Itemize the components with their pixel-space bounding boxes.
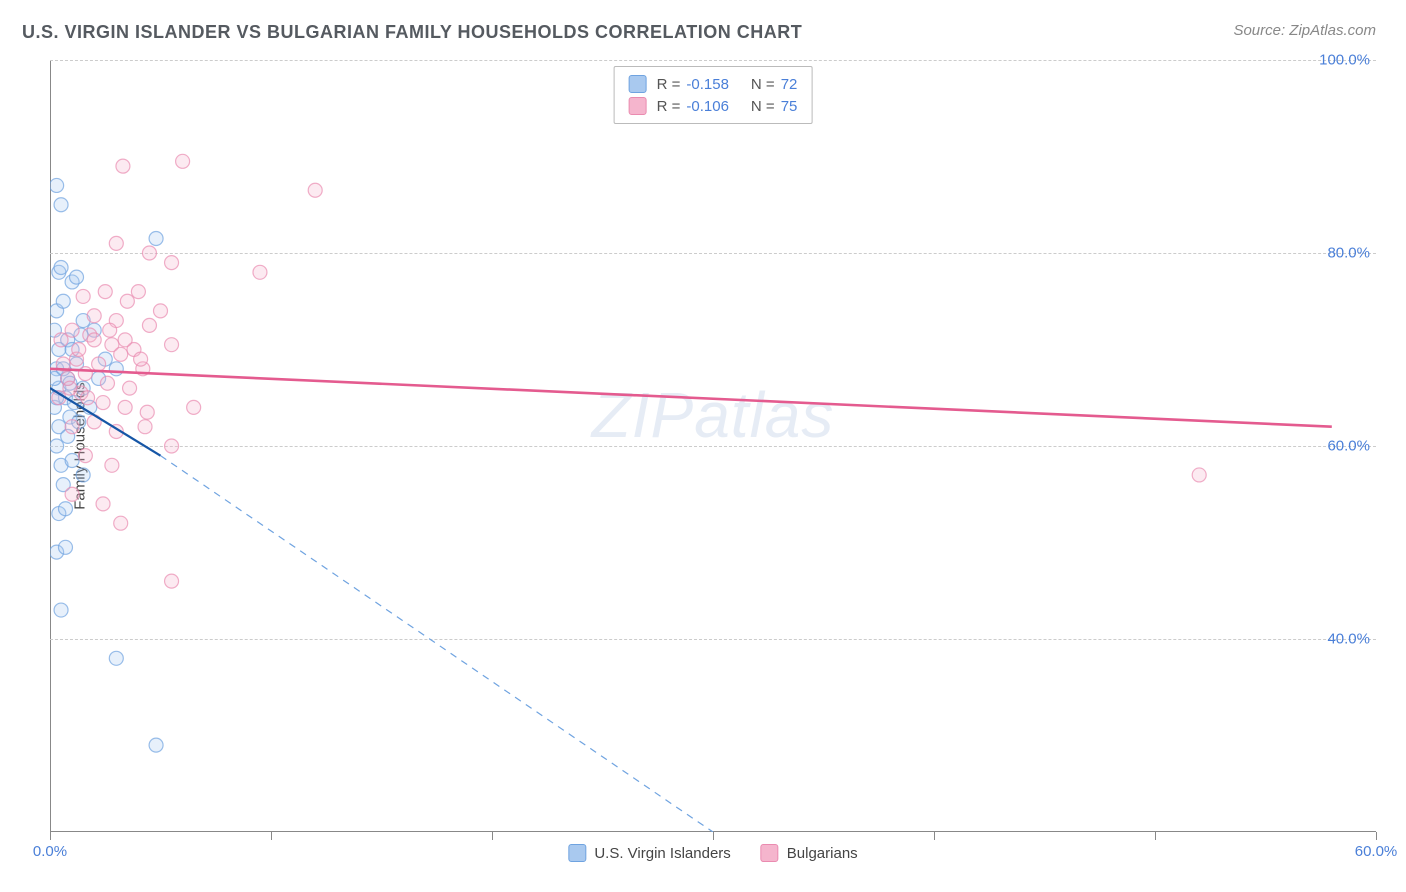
data-point-bulg — [308, 183, 322, 197]
data-point-bulg — [140, 405, 154, 419]
data-point-bulg — [187, 400, 201, 414]
r-label: R = — [657, 76, 681, 93]
data-point-bulg — [134, 352, 148, 366]
data-point-usvi — [65, 453, 79, 467]
data-point-bulg — [98, 285, 112, 299]
data-point-bulg — [165, 256, 179, 270]
legend-item-bulg: Bulgarians — [761, 844, 858, 862]
data-point-bulg — [142, 318, 156, 332]
x-tick-mark — [271, 832, 272, 840]
data-point-bulg — [72, 343, 86, 357]
data-point-bulg — [118, 333, 132, 347]
data-point-bulg — [123, 381, 137, 395]
data-point-bulg — [65, 323, 79, 337]
data-point-usvi — [149, 232, 163, 246]
data-point-usvi — [149, 738, 163, 752]
data-point-bulg — [92, 357, 106, 371]
data-point-usvi — [58, 540, 72, 554]
data-point-bulg — [118, 400, 132, 414]
n-label: N = — [751, 76, 775, 93]
data-point-bulg — [165, 439, 179, 453]
data-point-bulg — [76, 289, 90, 303]
x-tick-label: 60.0% — [1355, 843, 1398, 860]
legend-label-usvi: U.S. Virgin Islanders — [594, 845, 730, 862]
data-point-bulg — [131, 285, 145, 299]
data-point-usvi — [50, 178, 64, 192]
trend-line-bulg — [50, 369, 1332, 427]
data-point-bulg — [114, 516, 128, 530]
correlation-row-bulg: R = -0.106 N = 75 — [629, 95, 798, 117]
data-point-bulg — [103, 323, 117, 337]
x-tick-mark — [713, 832, 714, 840]
data-point-usvi — [58, 502, 72, 516]
r-value-usvi: -0.158 — [686, 76, 729, 93]
n-value-usvi: 72 — [781, 76, 798, 93]
data-point-bulg — [154, 304, 168, 318]
correlation-legend: R = -0.158 N = 72 R = -0.106 N = 75 — [614, 66, 813, 124]
data-point-bulg — [165, 338, 179, 352]
swatch-usvi — [629, 75, 647, 93]
data-point-bulg — [109, 236, 123, 250]
data-point-usvi — [109, 651, 123, 665]
data-point-usvi — [56, 294, 70, 308]
r-value-bulg: -0.106 — [686, 98, 729, 115]
correlation-row-usvi: R = -0.158 N = 72 — [629, 73, 798, 95]
x-tick-mark — [1376, 832, 1377, 840]
data-point-usvi — [54, 260, 68, 274]
legend-swatch-usvi — [568, 844, 586, 862]
data-point-usvi — [54, 198, 68, 212]
data-point-bulg — [81, 391, 95, 405]
data-point-usvi — [50, 439, 64, 453]
data-point-bulg — [253, 265, 267, 279]
data-point-bulg — [78, 449, 92, 463]
data-point-bulg — [114, 347, 128, 361]
x-tick-label: 0.0% — [33, 843, 67, 860]
n-label: N = — [751, 98, 775, 115]
data-point-bulg — [142, 246, 156, 260]
legend-label-bulg: Bulgarians — [787, 845, 858, 862]
scatter-plot — [50, 60, 1376, 832]
x-tick-mark — [1155, 832, 1156, 840]
x-tick-mark — [934, 832, 935, 840]
data-point-bulg — [165, 574, 179, 588]
data-point-bulg — [54, 333, 68, 347]
legend-item-usvi: U.S. Virgin Islanders — [568, 844, 730, 862]
r-label: R = — [657, 98, 681, 115]
series-legend: U.S. Virgin Islanders Bulgarians — [568, 844, 857, 862]
data-point-bulg — [87, 333, 101, 347]
swatch-bulg — [629, 97, 647, 115]
data-point-usvi — [54, 603, 68, 617]
data-point-usvi — [70, 270, 84, 284]
x-tick-mark — [492, 832, 493, 840]
chart-area: ZIPatlas Family Households 40.0%60.0%80.… — [50, 60, 1376, 832]
data-point-bulg — [65, 420, 79, 434]
data-point-bulg — [96, 497, 110, 511]
legend-swatch-bulg — [761, 844, 779, 862]
data-point-usvi — [76, 468, 90, 482]
data-point-bulg — [87, 309, 101, 323]
data-point-bulg — [1192, 468, 1206, 482]
data-point-bulg — [105, 458, 119, 472]
source-attribution: Source: ZipAtlas.com — [1233, 22, 1376, 39]
data-point-bulg — [138, 420, 152, 434]
x-tick-mark — [50, 832, 51, 840]
data-point-bulg — [120, 294, 134, 308]
data-point-bulg — [78, 367, 92, 381]
trend-line-usvi-extrapolated — [161, 456, 714, 832]
data-point-usvi — [109, 362, 123, 376]
n-value-bulg: 75 — [781, 98, 798, 115]
data-point-bulg — [63, 381, 77, 395]
data-point-bulg — [96, 396, 110, 410]
data-point-bulg — [116, 159, 130, 173]
chart-title: U.S. VIRGIN ISLANDER VS BULGARIAN FAMILY… — [22, 22, 802, 43]
data-point-bulg — [176, 154, 190, 168]
data-point-bulg — [100, 376, 114, 390]
data-point-bulg — [65, 487, 79, 501]
